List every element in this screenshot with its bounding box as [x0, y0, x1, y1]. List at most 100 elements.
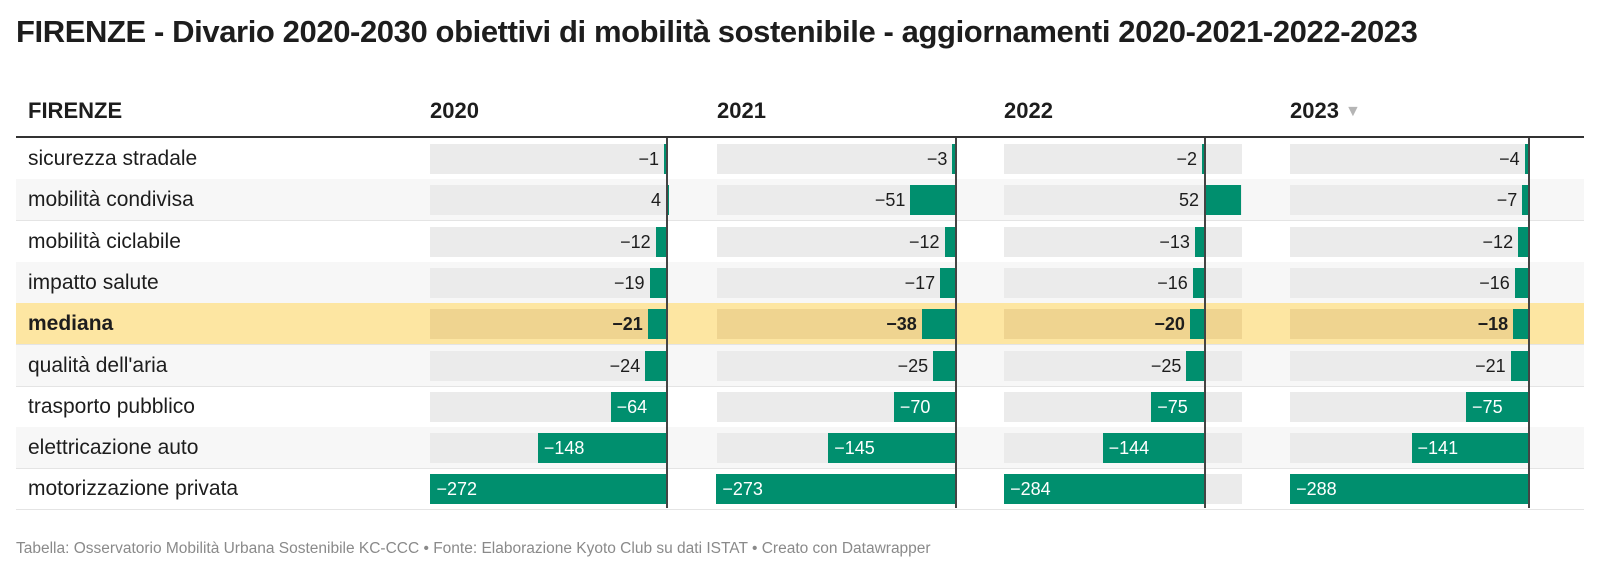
value-label: −75: [1472, 396, 1503, 417]
bar: [1151, 391, 1204, 422]
value-label: −273: [722, 479, 763, 500]
bar-cell-2020: −64: [430, 391, 668, 422]
value-label: −21: [1475, 355, 1506, 376]
value-label: −64: [616, 396, 648, 417]
bar-cell-2021: −25: [717, 350, 955, 381]
value-label: −141: [1417, 438, 1459, 459]
value-label: 4: [650, 190, 661, 211]
chart-title: FIRENZE - Divario 2020-2030 obiettivi di…: [16, 14, 1418, 49]
bar-cell-2020: −12: [430, 226, 668, 257]
bar-cell-2022: −144: [1004, 433, 1242, 464]
column-header-label: 2021: [717, 98, 766, 123]
value-label: 52: [1178, 190, 1199, 211]
value-label: −12: [1482, 231, 1514, 252]
column-header-label: 2023: [1290, 98, 1339, 123]
bar: [666, 185, 670, 216]
bar-cell-2020: −21: [430, 309, 668, 340]
value-label: −70: [899, 396, 931, 417]
zero-line: [666, 138, 668, 508]
bar: [1194, 226, 1204, 257]
bar-cell-2023: −141: [1290, 433, 1528, 464]
bar-cell-2023: −75: [1290, 391, 1528, 422]
column-header-2022[interactable]: 2022: [1004, 98, 1053, 124]
value-label: −4: [1499, 149, 1520, 169]
bar-cell-2021: −70: [717, 391, 955, 422]
bar: [1518, 226, 1528, 257]
value-label: −17: [904, 272, 936, 293]
bar: [1466, 391, 1528, 422]
value-label: −12: [620, 231, 651, 252]
value-label: −24: [609, 355, 641, 376]
sort-down-icon[interactable]: ▼: [1344, 103, 1361, 120]
row-label: trasporto pubblico: [28, 394, 195, 418]
bar-cell-2020: −148: [430, 433, 668, 464]
column-header-2020[interactable]: 2020: [430, 98, 479, 124]
table-row-impatto-salute: impatto salute −19 −17 −16 −16: [16, 261, 1584, 304]
value-label: −20: [1154, 314, 1185, 335]
footer-credits: Tabella: Osservatorio Mobilità Urbana So…: [16, 540, 931, 557]
bar-cell-2023: −7: [1290, 185, 1528, 216]
value-label: −13: [1159, 231, 1190, 252]
bar: [944, 226, 955, 257]
bar-cell-2020: 4: [430, 185, 670, 216]
bar-cell-2020: −19: [430, 267, 668, 298]
value-label: −2: [1176, 149, 1197, 169]
bar: [933, 350, 955, 381]
column-header-2021[interactable]: 2021: [717, 98, 766, 124]
bar: [828, 433, 955, 464]
bar-cell-2020: −24: [430, 350, 668, 381]
table-row-trasporto-pubblico: trasporto pubblico −64 −70 −75 −75: [16, 386, 1584, 428]
bar-cell-2020: −272: [430, 474, 668, 505]
value-label: −144: [1108, 438, 1150, 459]
bar: [1004, 474, 1204, 505]
column-header-label: 2020: [430, 98, 479, 123]
value-label: −1: [638, 149, 659, 169]
bar: [664, 144, 666, 174]
value-label: −75: [1157, 396, 1188, 417]
value-label: −25: [1150, 355, 1182, 376]
bar-cell-2023: −4: [1290, 144, 1528, 174]
bar-cell-2021: −3: [717, 144, 955, 174]
table-header: FIRENZE 2020 2021 2022 2023 ▼: [16, 88, 1584, 138]
bar: [1411, 433, 1528, 464]
bar: [1524, 144, 1528, 174]
value-label: −145: [834, 438, 875, 459]
bar: [647, 309, 666, 340]
bar: [716, 474, 955, 505]
bar-cell-2023: −288: [1290, 474, 1528, 505]
bar-cell-2022: −25: [1004, 350, 1242, 381]
bar-cell-2022: −16: [1004, 267, 1242, 298]
value-label: −19: [614, 272, 645, 293]
bar: [893, 391, 955, 422]
bar-cell-2023: −16: [1290, 267, 1528, 298]
bar-cell-2021: −38: [717, 309, 955, 340]
column-header-2023[interactable]: 2023 ▼: [1290, 98, 1361, 124]
table-row-qualita-dell-aria: qualità dell'aria −24 −25 −25 −21: [16, 344, 1584, 387]
bar: [430, 474, 666, 505]
row-label: mobilità condivisa: [28, 188, 194, 212]
bar-cell-2021: −51: [717, 185, 955, 216]
bar-cell-2022: −20: [1004, 309, 1242, 340]
bar: [537, 433, 666, 464]
bar: [1189, 309, 1204, 340]
value-label: −272: [436, 479, 477, 500]
bar: [1290, 474, 1528, 505]
bar-cell-2021: −145: [717, 433, 955, 464]
value-label: −284: [1010, 479, 1051, 500]
bar-cell-2022: −2: [1004, 144, 1242, 174]
row-label: mediana: [28, 312, 114, 336]
row-label: sicurezza stradale: [28, 147, 198, 170]
bar: [1102, 433, 1204, 464]
bar: [1510, 350, 1528, 381]
row-label: motorizzazione privata: [28, 477, 239, 501]
bar: [1202, 144, 1204, 174]
bar: [649, 267, 666, 298]
bar-cell-2023: −21: [1290, 350, 1528, 381]
row-label: qualità dell'aria: [28, 353, 168, 377]
table-row-mobilita-ciclabile: mobilità ciclabile −12 −12 −13 −12: [16, 221, 1584, 263]
bar: [610, 391, 666, 422]
bar: [1522, 185, 1528, 216]
bar-cell-2022: 52: [1004, 185, 1242, 216]
row-label: mobilità ciclabile: [28, 229, 181, 253]
bar: [1204, 185, 1241, 216]
